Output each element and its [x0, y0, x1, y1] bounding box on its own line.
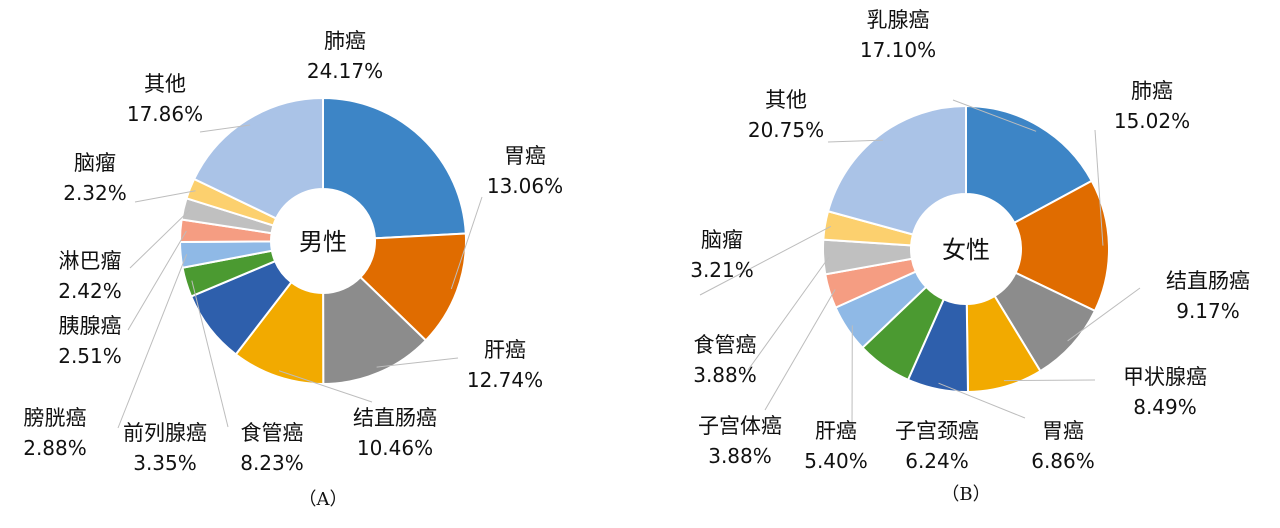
leader-line — [450, 196, 483, 290]
slice-value-label: 6.86% — [1031, 449, 1095, 473]
leader-line — [764, 289, 836, 411]
slice-value-label: 2.88% — [23, 436, 87, 460]
slice-value-label: 3.21% — [690, 258, 754, 282]
leader-line — [952, 99, 1037, 132]
pie-slice — [322, 275, 428, 386]
slice-value-label: 17.10% — [860, 38, 936, 62]
slice-label: 胰腺癌 — [59, 314, 122, 338]
slice-label: 淋巴瘤 — [59, 249, 122, 273]
slice-label: 食管癌 — [241, 421, 304, 445]
leader-line — [938, 382, 1026, 419]
slice-value-label: 2.32% — [63, 181, 127, 205]
slice-label: 肝癌 — [484, 338, 526, 362]
leader-line — [117, 254, 188, 429]
slice-label: 脑瘤 — [74, 151, 116, 175]
pie-slice — [322, 96, 467, 240]
leader-line — [278, 370, 373, 403]
pie-slice — [192, 96, 324, 220]
slice-label: 胃癌 — [504, 144, 546, 168]
slice-label: 前列腺癌 — [123, 421, 207, 445]
leader-line — [699, 225, 832, 296]
leader-line — [129, 209, 190, 269]
center-label: 男性 — [299, 228, 347, 256]
slice-value-label: 5.40% — [804, 449, 868, 473]
pie-slice — [826, 104, 967, 236]
slice-value-label: 2.51% — [58, 344, 122, 368]
slice-value-label: 2.42% — [58, 279, 122, 303]
slice-label: 胃癌 — [1042, 419, 1084, 443]
slice-value-label: 17.86% — [127, 102, 203, 126]
slice-label: 肝癌 — [815, 419, 857, 443]
slice-label: 食管癌 — [694, 333, 757, 357]
slice-label: 结直肠癌 — [1166, 269, 1250, 293]
slice-value-label: 8.49% — [1133, 395, 1197, 419]
leader-line — [1003, 379, 1096, 382]
leader-line — [1094, 129, 1104, 246]
slice-label: 结直肠癌 — [353, 406, 437, 430]
slice-label: 肺癌 — [324, 29, 366, 53]
female-donut-chart: 乳腺癌 17.10% 肺癌 15.02% 结直肠癌 9.17% 甲状腺癌 8.49% 胃癌 6.8… — [690, 8, 1250, 505]
slice-value-label: 3.88% — [693, 363, 757, 387]
slice-value-label: 8.23% — [240, 451, 304, 475]
pie-slice — [965, 104, 1094, 225]
figure-caption: （A） — [299, 489, 348, 510]
figure-caption: （B） — [941, 484, 990, 505]
slice-value-label: 12.74% — [467, 368, 543, 392]
slice-value-label: 24.17% — [307, 59, 383, 83]
leader-line — [127, 230, 187, 331]
leader-line — [827, 139, 883, 143]
slice-label: 甲状腺癌 — [1123, 365, 1207, 389]
center-label: 女性 — [942, 236, 990, 264]
slice-value-label: 3.35% — [133, 451, 197, 475]
slice-value-label: 13.06% — [487, 174, 563, 198]
slice-value-label: 10.46% — [357, 436, 433, 460]
leader-line — [134, 190, 196, 203]
slice-value-label: 15.02% — [1114, 109, 1190, 133]
leader-line — [191, 280, 229, 428]
pie-slice — [1013, 179, 1110, 313]
leader-line — [376, 357, 459, 368]
slice-value-label: 3.88% — [708, 444, 772, 468]
slice-label: 子宫颈癌 — [895, 419, 979, 443]
leader-line — [747, 256, 830, 371]
slice-label: 子宫体癌 — [698, 414, 782, 438]
slice-label: 脑瘤 — [701, 228, 743, 252]
slice-label: 膀胱癌 — [24, 406, 87, 430]
slice-value-label: 6.24% — [905, 449, 969, 473]
slice-label: 肺癌 — [1131, 79, 1173, 103]
leader-line — [199, 124, 251, 133]
slice-label: 其他 — [144, 72, 186, 96]
male-donut-chart: 肺癌 24.17% 胃癌 13.06% 肝癌 12.74% 结直肠癌 10.46% 食管癌 8.2… — [23, 29, 563, 510]
slice-value-label: 9.17% — [1176, 299, 1240, 323]
slice-label: 其他 — [765, 88, 807, 112]
slice-label: 乳腺癌 — [867, 8, 930, 32]
leader-line — [1067, 287, 1141, 342]
slice-value-label: 20.75% — [748, 118, 824, 142]
